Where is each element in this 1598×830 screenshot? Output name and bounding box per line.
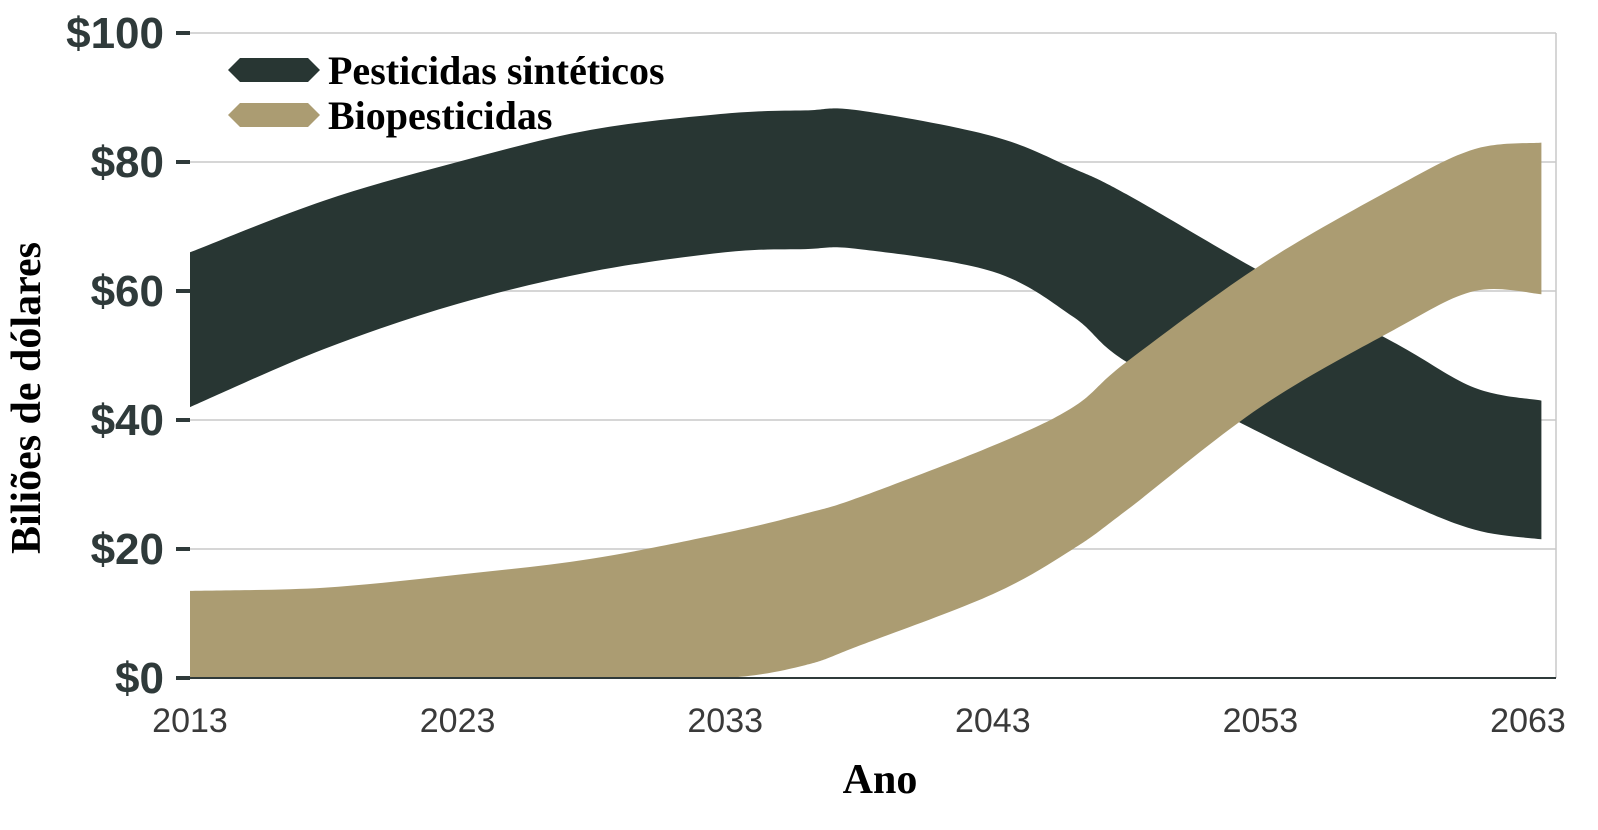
x-tick-label-2053: 2053 <box>1223 702 1299 740</box>
series-bands <box>190 108 1542 679</box>
x-tick-label-2063: 2063 <box>1490 702 1566 740</box>
x-tick-label-2043: 2043 <box>955 702 1031 740</box>
x-axis-title: Ano <box>843 757 918 803</box>
y-tick-label-$0: $0 <box>115 654 164 703</box>
y-tick-label-$40: $40 <box>91 396 164 445</box>
y-tick-label-$80: $80 <box>91 138 164 187</box>
legend-label-pesticidas-sinteticos: Pesticidas sintéticos <box>328 48 665 93</box>
y-tick-label-$20: $20 <box>91 525 164 574</box>
x-tick-label-2023: 2023 <box>420 702 496 740</box>
series-band-biopesticidas <box>190 142 1542 679</box>
legend-swatch-pesticidas-sinteticos <box>228 58 320 82</box>
y-axis-title: Biliões de dólares <box>4 242 50 554</box>
y-tick-label-$100: $100 <box>66 9 164 58</box>
x-tick-label-2013: 2013 <box>152 702 228 740</box>
legend-label-biopesticidas: Biopesticidas <box>328 93 552 138</box>
axes: $0 $20 $40 $60 $80 $100 2013 2023 2033 2043 2053 20… <box>66 9 1566 740</box>
y-tick-label-$60: $60 <box>91 267 164 316</box>
x-tick-label-2033: 2033 <box>687 702 763 740</box>
series-band-pesticidas-sinteticos <box>190 108 1542 540</box>
legend-swatch-biopesticidas <box>228 103 320 127</box>
